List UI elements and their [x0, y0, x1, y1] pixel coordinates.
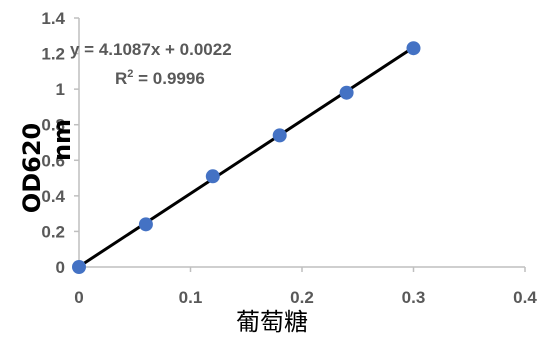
y-tick-label: 1.4 [41, 9, 65, 28]
r-squared-superscript: 2 [127, 68, 133, 80]
y-tick-label: 0.4 [41, 187, 65, 206]
x-tick-label: 0.2 [290, 288, 314, 307]
data-point [72, 260, 86, 274]
data-point [406, 41, 421, 56]
x-axis-title: 葡萄糖 [236, 308, 308, 336]
y-tick-label: 0.6 [41, 151, 65, 170]
y-tick-label: 0 [56, 258, 65, 277]
r-squared-value: = 0.9996 [133, 69, 204, 88]
trendline-layer [78, 46, 415, 268]
x-tick-label: 0.1 [179, 288, 203, 307]
y-tick-label: 1.2 [41, 45, 65, 64]
trendline-equation: y = 4.1087x + 0.0022 [70, 40, 232, 59]
x-tick-label: 0.4 [513, 288, 537, 307]
ticks-layer: 0 0.2 0.4 0.6 0.8 1 1.2 1.4 0 0.1 0.2 0.3 0.4 [41, 9, 537, 307]
r-squared-prefix: R [115, 69, 127, 88]
y-tick-label: 0.2 [41, 222, 65, 241]
points-layer [72, 41, 421, 274]
trendline [78, 46, 415, 268]
y-tick-label: 1 [56, 80, 65, 99]
data-point [138, 217, 153, 232]
x-tick-label: 0 [74, 288, 83, 307]
y-axis-title: OD620 [18, 123, 46, 213]
data-point [339, 85, 354, 100]
x-tick-label: 0.3 [402, 288, 426, 307]
r-squared-label: R2 = 0.9996 [115, 68, 205, 88]
data-point [272, 128, 287, 143]
data-point [205, 169, 220, 184]
y-axis-unit: nm [48, 119, 76, 161]
y-tick-label: 0.8 [41, 116, 65, 135]
